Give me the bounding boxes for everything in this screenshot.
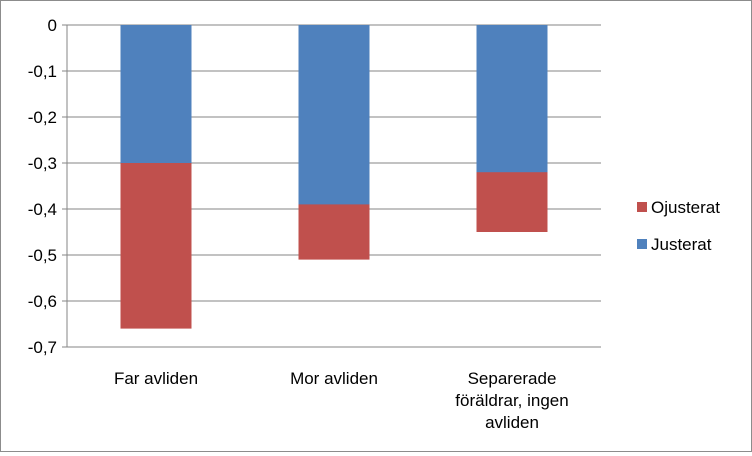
legend: Ojusterat Justerat xyxy=(637,198,720,254)
y-tick-label: -0,5 xyxy=(28,246,57,265)
y-tick-label: -0,7 xyxy=(28,338,57,357)
bar-justerat xyxy=(298,25,370,205)
x-tick-labels: Far avliden Mor avliden Separerade föräldra… xyxy=(114,369,569,432)
x-tick-label: Mor avliden xyxy=(290,369,378,388)
bar-justerat xyxy=(476,25,548,173)
legend-label-ojusterat: Ojusterat xyxy=(651,198,720,217)
y-tick-label: -0,6 xyxy=(28,292,57,311)
legend-swatch-justerat xyxy=(637,239,647,249)
x-tick-label: Far avliden xyxy=(114,369,198,388)
y-tick-label: -0,2 xyxy=(28,108,57,127)
y-tick-label: 0 xyxy=(48,16,57,35)
axes xyxy=(62,24,68,348)
x-tick-label: Separerade föräldrar, ingen avliden xyxy=(455,369,568,432)
bar-justerat xyxy=(120,25,192,163)
y-tick-label: -0,3 xyxy=(28,154,57,173)
legend-label-justerat: Justerat xyxy=(651,235,712,254)
legend-swatch-ojusterat xyxy=(637,202,647,212)
bars xyxy=(120,25,548,329)
y-tick-labels: 0 -0,1 -0,2 -0,3 -0,4 -0,5 -0,6 -0,7 xyxy=(28,16,57,357)
y-tick-label: -0,1 xyxy=(28,62,57,81)
y-tick-label: -0,4 xyxy=(28,200,57,219)
